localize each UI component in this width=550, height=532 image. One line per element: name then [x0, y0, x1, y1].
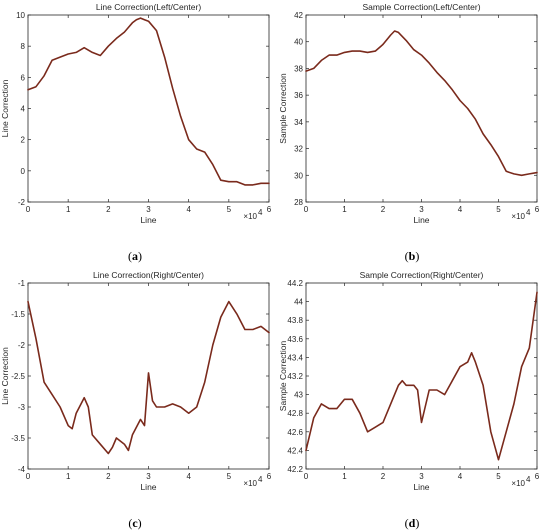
chart-3-ytick-label: 43.6 [287, 335, 303, 344]
chart-1-xtick-label: 5 [496, 205, 501, 214]
chart-3-ytick-label: 43.2 [287, 372, 303, 381]
chart-0-ytick-label: 10 [16, 11, 25, 20]
chart-3-plot-area [305, 282, 538, 470]
chart-2: 0 1 2 3 4 5 6 -4 -3.5 -3 -2.5 -2 -1.5 -1 Line Correcti… [0, 270, 272, 530]
chart-3-xtick-label: 5 [496, 472, 501, 481]
chart-0-xtick-label: 2 [106, 205, 111, 214]
chart-2-x-exponent: ×10 [243, 479, 257, 488]
chart-2-ytick-label: -4 [18, 465, 26, 474]
chart-1-title: Sample Correction(Left/Center) [362, 2, 480, 12]
chart-1-ytick-label: 32 [294, 145, 303, 154]
chart-1-xtick-label: 3 [419, 205, 424, 214]
chart-2-xtick-label: 2 [106, 472, 111, 481]
chart-2-ytick-label: -3.5 [11, 434, 25, 443]
chart-0-title: Line Correction(Left/Center) [96, 2, 202, 12]
chart-0-plot-area [27, 14, 270, 203]
chart-0-ytick-label: 6 [21, 73, 26, 82]
chart-0-xlabel: Line [140, 215, 156, 225]
chart-3-ytick-label: 43.4 [287, 353, 303, 362]
chart-3-series-line [305, 291, 538, 461]
chart-1-xtick-label: 1 [342, 205, 347, 214]
chart-1-xtick-label: 4 [458, 205, 463, 214]
chart-3-ytick-label: 44 [294, 298, 303, 307]
chart-1-series-line [305, 30, 538, 177]
chart-0-xtick-label: 5 [227, 205, 232, 214]
chart-3-ytick-label: 42.6 [287, 428, 303, 437]
chart-2-xtick-label: 3 [146, 472, 151, 481]
chart-3-title: Sample Correction(Right/Center) [360, 270, 484, 280]
chart-0-xtick-label: 0 [26, 205, 31, 214]
chart-1-xtick-label: 0 [304, 205, 309, 214]
chart-0-xtick-label: 6 [267, 205, 272, 214]
chart-2-ylabel: Line Correction [0, 347, 10, 405]
chart-1-x-exponent-power: 4 [526, 208, 531, 217]
chart-1-plot-area [305, 14, 538, 203]
chart-0-caption: (a) [128, 249, 142, 263]
chart-3-caption: (d) [405, 516, 420, 530]
chart-0-series-line [27, 17, 270, 186]
chart-2-ytick-label: -3 [18, 403, 26, 412]
chart-2-xlabel: Line [140, 482, 156, 492]
chart-2-caption: (c) [128, 516, 141, 530]
chart-2-xtick-label: 6 [267, 472, 272, 481]
chart-3-ytick-label: 42.8 [287, 409, 303, 418]
chart-3-xtick-label: 0 [304, 472, 309, 481]
chart-3-x-exponent: ×10 [511, 479, 525, 488]
chart-3-ytick-label: 43.8 [287, 316, 303, 325]
chart-1-ytick-label: 28 [294, 198, 303, 207]
chart-2-x-exponent-power: 4 [258, 475, 263, 484]
chart-2-ytick-label: -1.5 [11, 310, 25, 319]
chart-1-ytick-label: 40 [294, 38, 303, 47]
chart-1-xtick-label: 2 [381, 205, 386, 214]
chart-0-x-exponent: ×10 [243, 212, 257, 221]
chart-3-xlabel: Line [413, 482, 429, 492]
chart-3-xtick-label: 6 [535, 472, 540, 481]
chart-2-xtick-label: 5 [227, 472, 232, 481]
chart-2-ytick-label: -1 [18, 279, 26, 288]
chart-2-xtick-label: 0 [26, 472, 31, 481]
chart-0-ytick-label: 4 [21, 105, 26, 114]
chart-2-ytick-label: -2 [18, 341, 26, 350]
chart-2-xtick-label: 1 [66, 472, 71, 481]
chart-3-xtick-label: 2 [381, 472, 386, 481]
chart-1-ytick-label: 38 [294, 64, 303, 73]
chart-1-xtick-label: 6 [535, 205, 540, 214]
chart-3-ytick-label: 44.2 [287, 279, 303, 288]
chart-2-ytick-label: -2.5 [11, 372, 25, 381]
chart-0-ytick-label: 0 [21, 167, 26, 176]
chart-1-x-exponent: ×10 [511, 212, 525, 221]
chart-0-ylabel: Line Correction [0, 79, 10, 137]
chart-0-xtick-label: 3 [146, 205, 151, 214]
chart-1-caption: (b) [405, 249, 420, 263]
chart-1-xlabel: Line [413, 215, 429, 225]
chart-0-ytick-label: -2 [18, 198, 26, 207]
chart-3-x-exponent-power: 4 [526, 475, 531, 484]
chart-1-ylabel: Sample Correction [278, 73, 288, 144]
chart-2-title: Line Correction(Right/Center) [93, 270, 204, 280]
chart-0-xtick-label: 4 [186, 205, 191, 214]
chart-2-series-line [27, 300, 270, 455]
chart-3-ytick-label: 42.2 [287, 465, 303, 474]
chart-3-xtick-label: 1 [342, 472, 347, 481]
chart-3: 0 1 2 3 4 5 6 42.2 42.4 42.6 42.8 43 43.2 43.4 43.6 43.… [278, 270, 540, 530]
chart-3-ytick-label: 43 [294, 391, 303, 400]
chart-0-x-exponent-power: 4 [258, 208, 263, 217]
chart-3-xtick-label: 4 [458, 472, 463, 481]
chart-3-xtick-label: 3 [419, 472, 424, 481]
chart-3-ytick-label: 42.4 [287, 446, 303, 455]
chart-1-ytick-label: 42 [294, 11, 303, 20]
chart-0-xtick-label: 1 [66, 205, 71, 214]
chart-2-xtick-label: 4 [186, 472, 191, 481]
chart-1-ytick-label: 34 [294, 118, 303, 127]
chart-3-ylabel: Sample Correction [278, 341, 288, 412]
chart-0-ytick-label: 8 [21, 42, 26, 51]
chart-1-ytick-label: 30 [294, 171, 303, 180]
chart-1-ytick-label: 36 [294, 91, 303, 100]
chart-0-ytick-label: 2 [21, 136, 26, 145]
